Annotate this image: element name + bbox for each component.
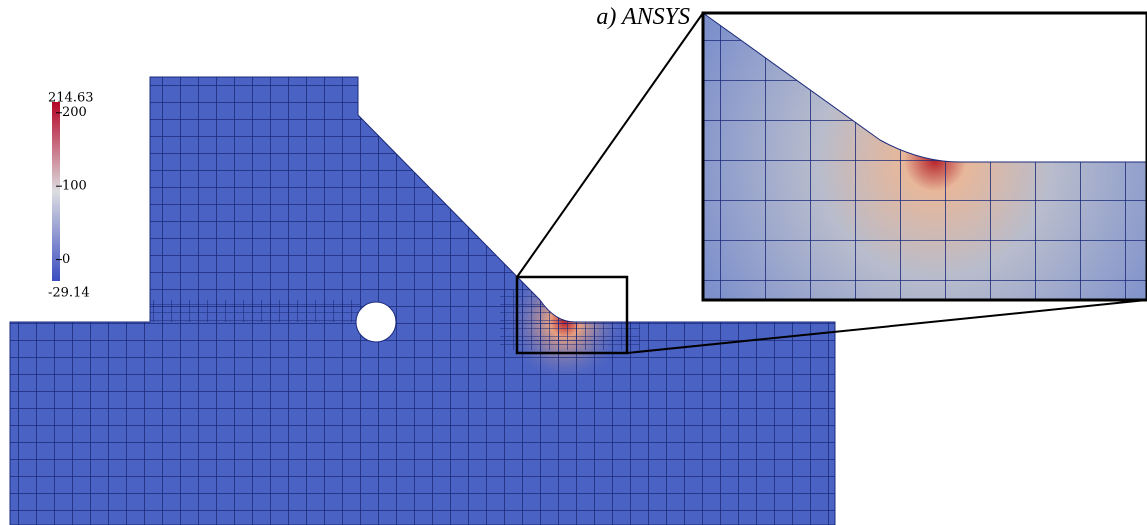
inset bbox=[701, 11, 1147, 302]
figure-title: a) ANSYS bbox=[596, 4, 690, 30]
colorbar-max-label: 214.63 bbox=[48, 91, 94, 106]
colorbar-min-label: -29.14 bbox=[48, 286, 90, 301]
outline bbox=[9, 76, 836, 525]
colorbar-tick-label: 0 bbox=[62, 252, 70, 267]
zoom-line bbox=[626, 299, 1147, 354]
colorbar-tick-label: 100 bbox=[62, 179, 87, 194]
colorbar-tick-label: 200 bbox=[62, 105, 87, 120]
colorbar bbox=[52, 102, 60, 281]
hole bbox=[355, 301, 397, 343]
zoom-box bbox=[515, 275, 629, 355]
zoom-line bbox=[516, 12, 704, 278]
